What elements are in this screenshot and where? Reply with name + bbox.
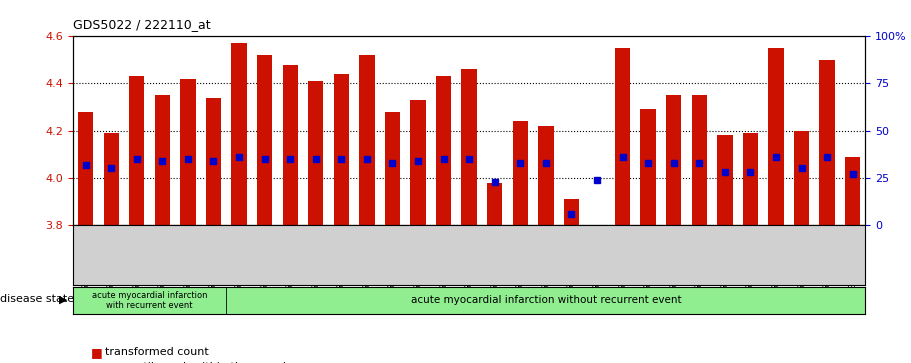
Bar [640, 110, 656, 225]
Bar [513, 121, 528, 225]
Bar [462, 69, 476, 225]
Bar [333, 74, 349, 225]
Bar [257, 55, 272, 225]
Bar [410, 100, 425, 225]
Bar [666, 95, 681, 225]
Bar [717, 135, 732, 225]
Bar [104, 133, 119, 225]
Text: ▶: ▶ [59, 294, 67, 305]
Bar [538, 126, 554, 225]
Text: transformed count: transformed count [105, 347, 209, 357]
Bar [78, 112, 93, 225]
Bar [282, 65, 298, 225]
Bar [487, 183, 502, 225]
Text: acute myocardial infarction
with recurrent event: acute myocardial infarction with recurre… [92, 291, 208, 310]
Text: acute myocardial infarction without recurrent event: acute myocardial infarction without recu… [411, 295, 681, 305]
Bar [359, 55, 374, 225]
Text: ■: ■ [91, 360, 103, 363]
Bar [691, 95, 707, 225]
Bar [180, 79, 196, 225]
Bar [819, 60, 834, 225]
Text: GDS5022 / 222110_at: GDS5022 / 222110_at [73, 18, 210, 31]
FancyBboxPatch shape [73, 287, 226, 314]
Bar [793, 131, 809, 225]
Bar [615, 48, 630, 225]
Bar [384, 112, 400, 225]
Bar [742, 133, 758, 225]
Bar [155, 95, 170, 225]
Bar [308, 81, 323, 225]
Bar [768, 48, 783, 225]
Text: ■: ■ [91, 346, 103, 359]
Bar [129, 77, 145, 225]
Bar [845, 157, 860, 225]
Text: percentile rank within the sample: percentile rank within the sample [105, 362, 292, 363]
Bar [231, 43, 247, 225]
Text: disease state: disease state [0, 294, 74, 305]
FancyBboxPatch shape [226, 287, 865, 314]
Bar [206, 98, 221, 225]
Bar [564, 199, 579, 225]
Bar [436, 77, 451, 225]
